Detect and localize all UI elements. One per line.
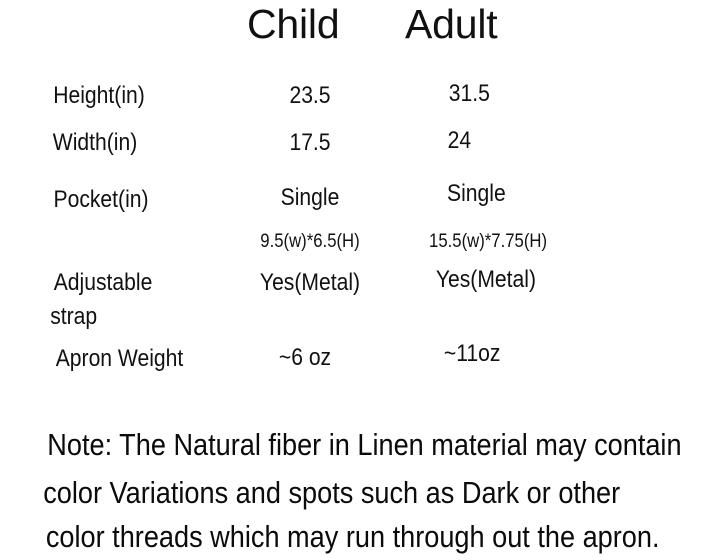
row-label-apron-weight: Apron Weight (55, 345, 184, 372)
note-line-3: color threads which may run through out … (45, 519, 660, 554)
column-header-adult: Adult (405, 1, 498, 47)
cell-height-adult: 31.5 (448, 80, 490, 107)
row-label-adjustable-strap-line1: Adjustable (53, 269, 153, 296)
cell-apron-weight-adult: ~11oz (443, 340, 501, 367)
note-line-2: color Variations and spots such as Dark … (43, 475, 621, 510)
row-label-pocket: Pocket(in) (53, 186, 149, 213)
cell-pocket-child: Single (280, 184, 340, 211)
cell-adjustable-strap-child: Yes(Metal) (259, 269, 361, 296)
cell-pocket-child-dimensions: 9.5(w)*6.5(H) (260, 231, 360, 252)
cell-pocket-adult-dimensions: 15.5(w)*7.75(H) (429, 231, 548, 252)
cell-height-child: 23.5 (289, 82, 331, 109)
note-line-1: Note: The Natural fiber in Linen materia… (47, 427, 682, 462)
cell-width-adult: 24 (447, 127, 472, 154)
cell-pocket-adult: Single (447, 180, 506, 207)
column-header-child: Child (247, 1, 340, 47)
row-label-adjustable-strap-line2: strap (50, 303, 98, 330)
row-label-width: Width(in) (52, 129, 138, 156)
cell-width-child: 17.5 (289, 129, 331, 156)
cell-adjustable-strap-adult: Yes(Metal) (435, 266, 536, 293)
row-label-height: Height(in) (53, 82, 145, 109)
cell-apron-weight-child: ~6 oz (278, 344, 332, 371)
